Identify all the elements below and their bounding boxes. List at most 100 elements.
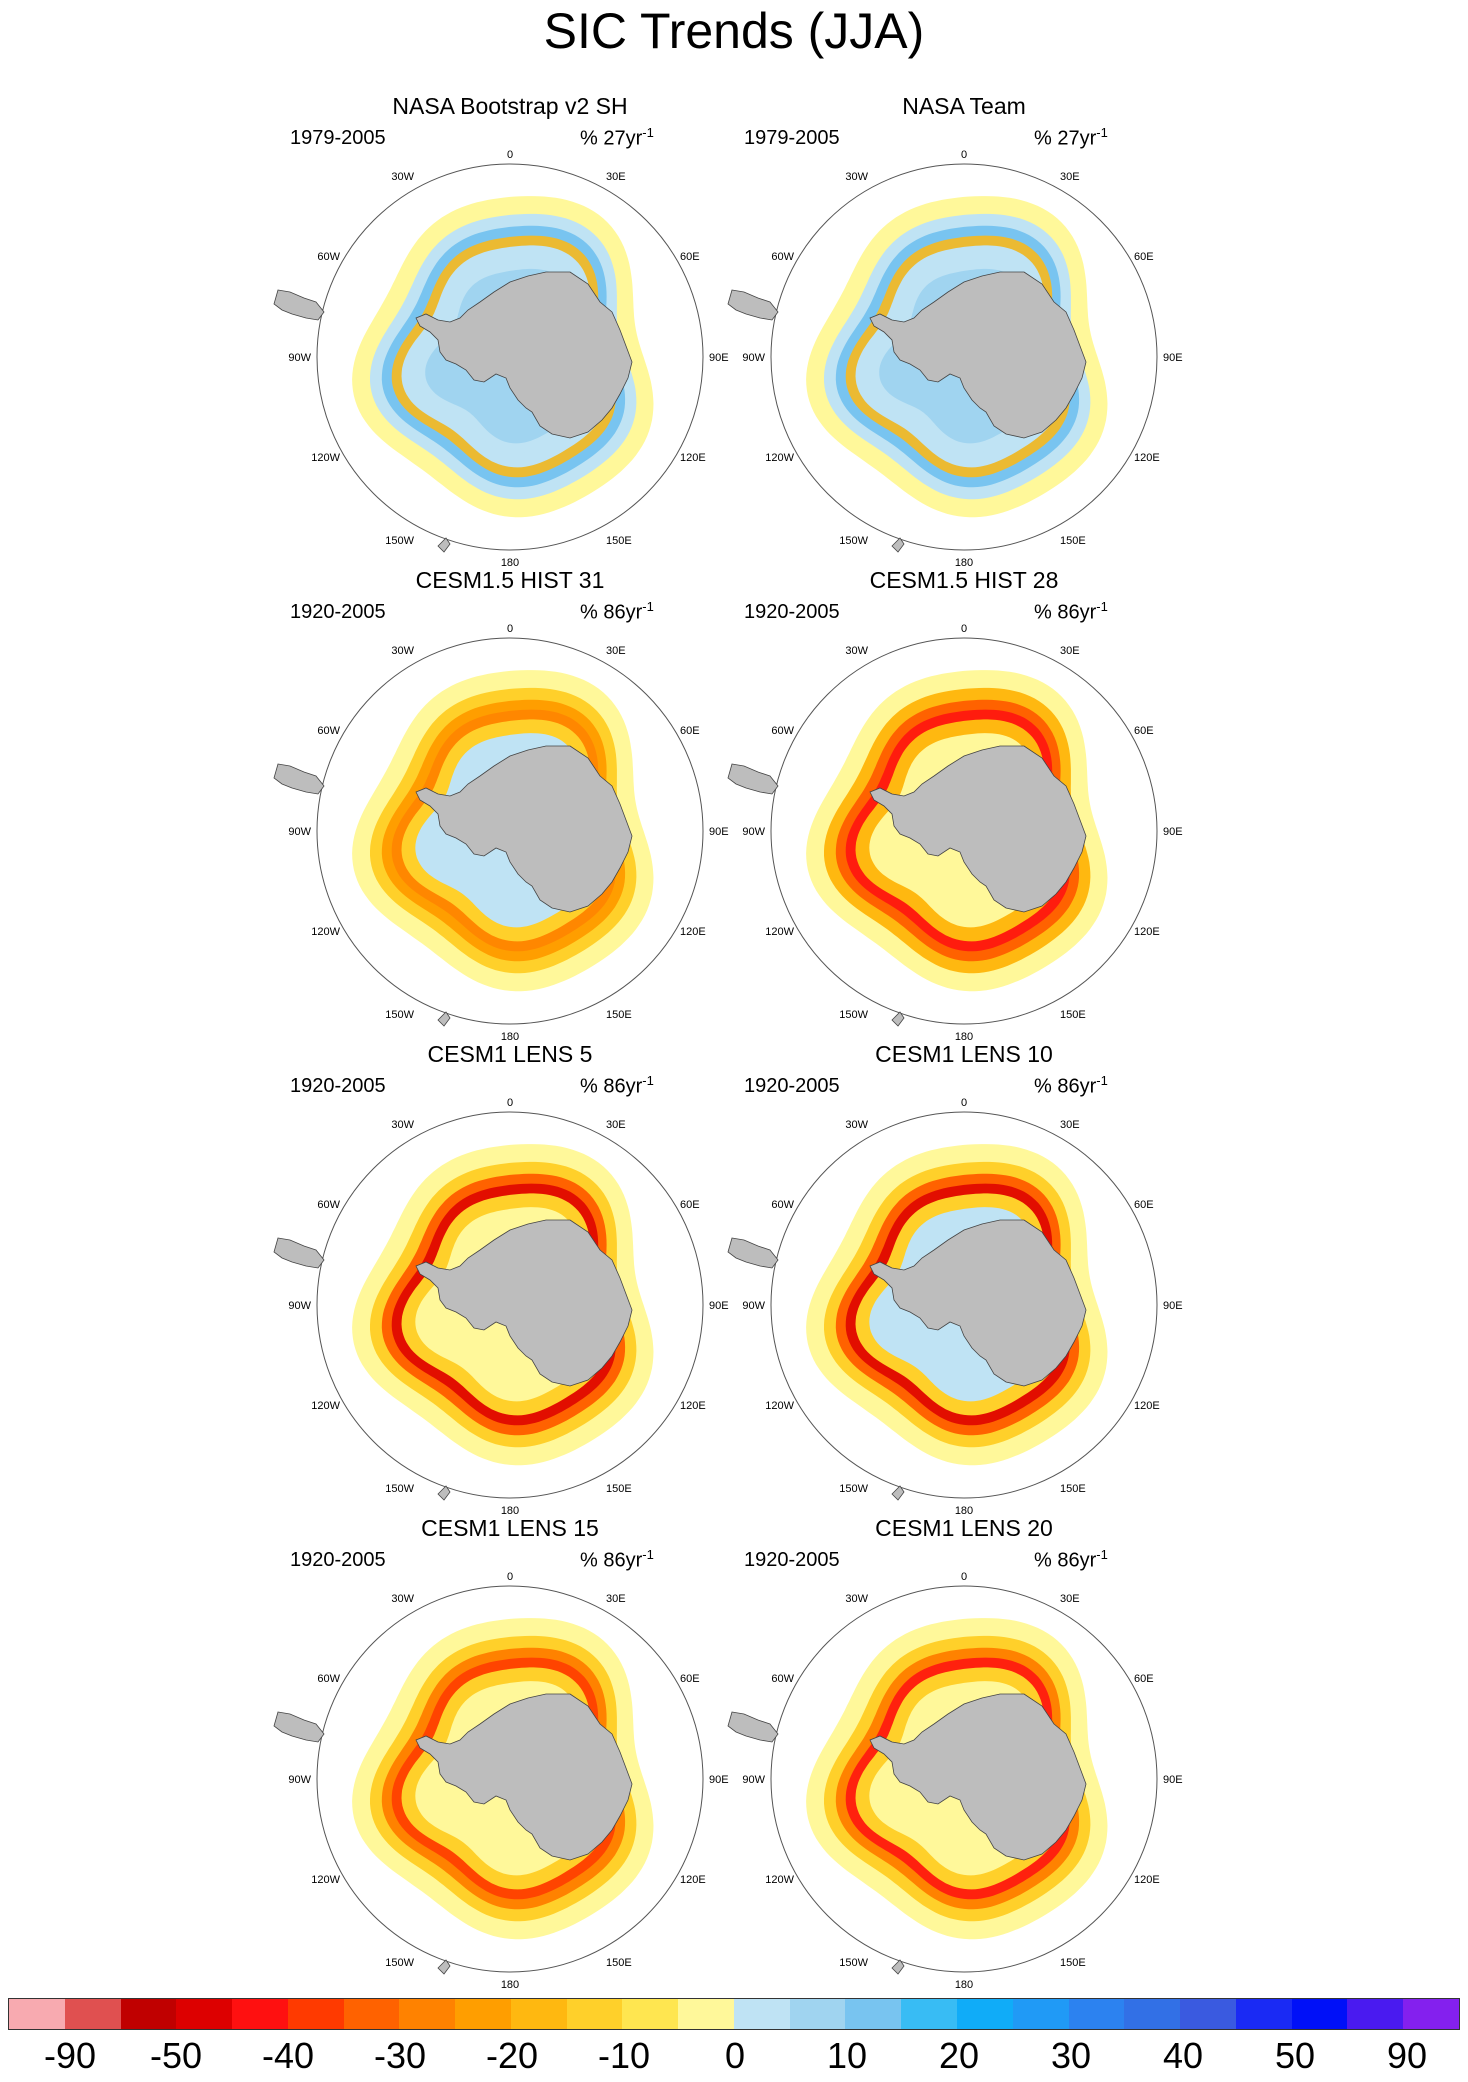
- map-coordinate-label: 90W: [288, 1300, 311, 1312]
- map-coordinate-label: 60E: [1134, 1199, 1154, 1211]
- map-coordinate-label: 30W: [845, 645, 868, 657]
- south-america-landmass: [273, 289, 325, 321]
- map-coordinate-label: 180: [955, 557, 973, 569]
- antarctica-landmass: [415, 745, 633, 913]
- map-coordinate-label: 60E: [680, 1673, 700, 1685]
- colorbar: [8, 1998, 1460, 2030]
- map-coordinate-label: 180: [501, 1031, 519, 1043]
- units-label: % 86yr-1: [580, 1547, 654, 1572]
- panel-hist-28: CESM1.5 HIST 28 1920-2005 % 86yr-1 0 180 9…: [724, 566, 1204, 1043]
- panel-nasa-team: NASA Team 1979-2005 % 27yr-1 0 180 90W 90E 3…: [724, 92, 1204, 569]
- map-coordinate-label: 150E: [606, 1957, 632, 1969]
- map-coordinate-label: 90E: [1163, 1300, 1183, 1312]
- map-coordinate-label: 60W: [771, 251, 794, 263]
- map-coordinate-label: 30E: [1060, 1119, 1080, 1131]
- map-coordinate-label: 180: [955, 1979, 973, 1991]
- period-label: 1920-2005: [744, 601, 840, 623]
- colorbar-cell: [176, 1999, 233, 2029]
- south-america-landmass: [273, 1237, 325, 1269]
- map-coordinate-label: 30W: [845, 1119, 868, 1131]
- map-coordinate-label: 90E: [1163, 826, 1183, 838]
- new-zealand-landmass: [437, 1959, 451, 1975]
- map-coordinate-label: 150W: [385, 535, 414, 547]
- map-coordinate-label: 150E: [1060, 535, 1086, 547]
- map-coordinate-label: 90E: [709, 1774, 729, 1786]
- colorbar-cell: [64, 1999, 121, 2029]
- map-coordinate-label: 150W: [839, 1483, 868, 1495]
- period-label: 1979-2005: [290, 127, 386, 149]
- map-coordinate-label: 0: [507, 623, 513, 635]
- colorbar-tick-label: 90: [1386, 2035, 1428, 2076]
- polar-map: 0 180 90W 90E 30W 60W 30E 60E 120W 150W 120E 150E: [727, 1571, 1183, 1991]
- map-coordinate-label: 60W: [771, 725, 794, 737]
- map-coordinate-label: 30W: [391, 171, 414, 183]
- map-coordinate-label: 120E: [680, 1400, 706, 1412]
- antarctica-landmass: [415, 1219, 633, 1387]
- map-coordinate-label: 120E: [680, 926, 706, 938]
- colorbar-tick-label: -50: [149, 2035, 203, 2076]
- panel-title: CESM1 LENS 10: [875, 1041, 1053, 1067]
- units-label: % 86yr-1: [1034, 1547, 1108, 1572]
- polar-map: 0 180 90W 90E 30W 60W 30E 60E 120W 150W 120E 150E: [727, 149, 1183, 569]
- map-coordinate-label: 120E: [1134, 452, 1160, 464]
- map-coordinate-label: 150W: [839, 535, 868, 547]
- new-zealand-landmass: [891, 1485, 905, 1501]
- map-coordinate-label: 90W: [288, 826, 311, 838]
- map-coordinate-label: 180: [955, 1505, 973, 1517]
- new-zealand-landmass: [437, 1011, 451, 1027]
- map-coordinate-label: 0: [961, 1097, 967, 1109]
- map-coordinate-label: 120E: [680, 1874, 706, 1886]
- map-coordinate-label: 0: [507, 149, 513, 161]
- map-coordinate-label: 150E: [1060, 1009, 1086, 1021]
- south-america-landmass: [727, 1237, 779, 1269]
- map-coordinate-label: 30E: [606, 1119, 626, 1131]
- period-label: 1920-2005: [744, 1549, 840, 1571]
- map-coordinate-label: 60W: [317, 725, 340, 737]
- panel-lens-20: CESM1 LENS 20 1920-2005 % 86yr-1 0 180 90W…: [724, 1514, 1204, 1991]
- colorbar-tick-label: -10: [597, 2035, 651, 2076]
- map-coordinate-label: 90W: [742, 826, 765, 838]
- map-coordinate-label: 30E: [606, 1593, 626, 1605]
- units-label: % 86yr-1: [1034, 1073, 1108, 1098]
- panel-title: CESM1 LENS 5: [427, 1041, 593, 1067]
- colorbar-tick-label: 40: [1162, 2035, 1204, 2076]
- panel-bootstrap: NASA Bootstrap v2 SH 1979-2005 % 27yr-1 …: [270, 92, 750, 569]
- colorbar-tick-label: -90: [43, 2035, 97, 2076]
- map-coordinate-label: 90E: [709, 1300, 729, 1312]
- units-label: % 27yr-1: [580, 125, 654, 150]
- map-coordinate-label: 0: [507, 1571, 513, 1583]
- map-coordinate-label: 0: [961, 623, 967, 635]
- panel-title: CESM1 LENS 15: [421, 1515, 599, 1541]
- map-coordinate-label: 180: [955, 1031, 973, 1043]
- map-coordinate-label: 150W: [385, 1009, 414, 1021]
- map-coordinate-label: 60E: [1134, 251, 1154, 263]
- map-coordinate-label: 120W: [765, 1874, 794, 1886]
- new-zealand-landmass: [891, 1011, 905, 1027]
- map-coordinate-label: 30E: [1060, 645, 1080, 657]
- colorbar-cell: [232, 1999, 288, 2029]
- map-coordinate-label: 0: [961, 1571, 967, 1583]
- units-label: % 86yr-1: [580, 599, 654, 624]
- colorbar-cell: [1124, 1999, 1181, 2029]
- colorbar-cell: [1403, 1999, 1459, 2029]
- colorbar-tick-label: 30: [1050, 2035, 1092, 2076]
- map-coordinate-label: 150E: [606, 1009, 632, 1021]
- map-coordinate-label: 90W: [288, 1774, 311, 1786]
- colorbar-cell: [1235, 1999, 1292, 2029]
- south-america-landmass: [273, 1711, 325, 1743]
- new-zealand-landmass: [437, 537, 451, 553]
- colorbar-cell: [455, 1999, 511, 2029]
- period-label: 1920-2005: [290, 1549, 386, 1571]
- map-coordinate-label: 90W: [742, 1300, 765, 1312]
- map-coordinate-label: 30E: [606, 171, 626, 183]
- map-coordinate-label: 90W: [288, 352, 311, 364]
- colorbar-cell: [845, 1999, 902, 2029]
- colorbar-cell: [1180, 1999, 1236, 2029]
- period-label: 1920-2005: [290, 601, 386, 623]
- panel-title: NASA Team: [902, 93, 1026, 119]
- units-label: % 27yr-1: [1034, 125, 1108, 150]
- map-coordinate-label: 120W: [765, 452, 794, 464]
- colorbar-cell: [9, 1999, 65, 2029]
- colorbar-cell: [1347, 1999, 1404, 2029]
- map-coordinate-label: 60W: [317, 1673, 340, 1685]
